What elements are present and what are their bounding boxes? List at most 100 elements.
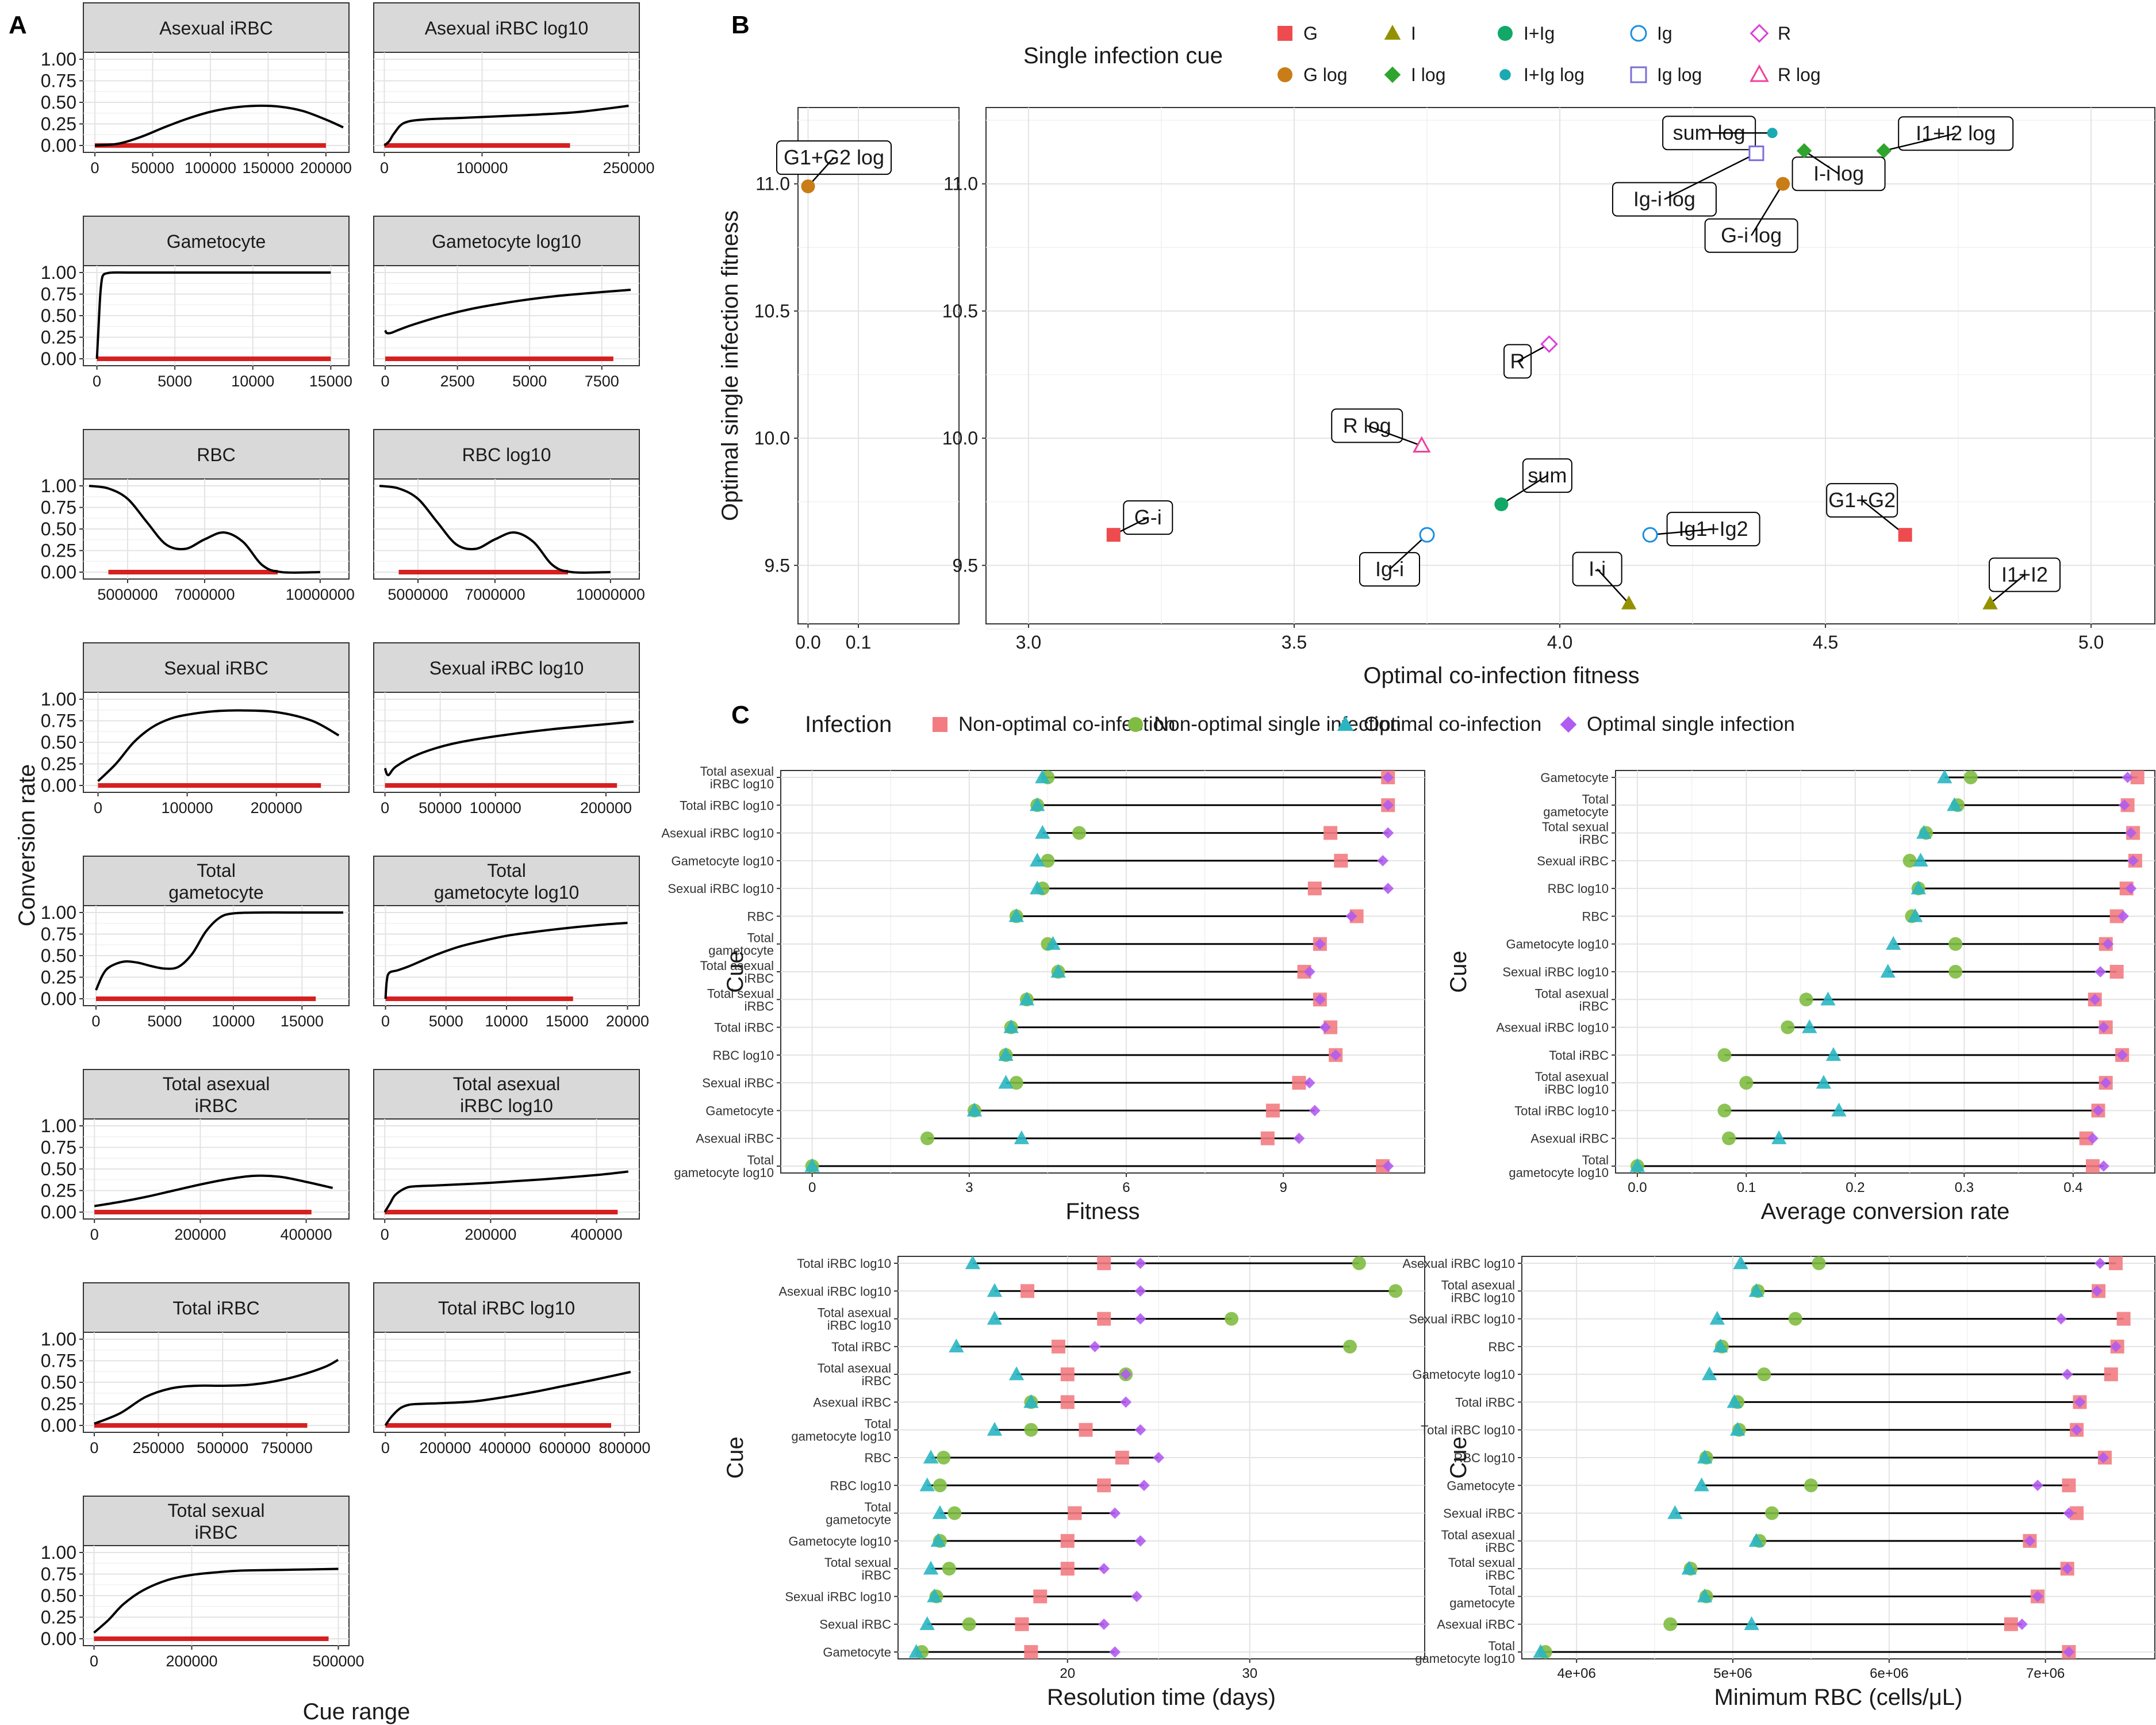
marker-oc bbox=[1709, 1310, 1725, 1325]
marker-os bbox=[2032, 1479, 2044, 1492]
legend-key-IIglog bbox=[1499, 69, 1511, 80]
marker-oc bbox=[932, 1505, 948, 1519]
marker-os bbox=[1293, 1132, 1305, 1144]
marker-noc bbox=[1079, 1423, 1093, 1437]
marker-noc bbox=[1033, 1589, 1048, 1604]
cue-label: Total iRBC bbox=[831, 1340, 891, 1354]
cue-label: Total iRBC bbox=[714, 1021, 774, 1035]
x-tick-label: 7500 bbox=[585, 373, 619, 390]
point-Ig bbox=[1642, 527, 1658, 543]
x-tick-label: 15000 bbox=[281, 1013, 324, 1030]
legend-label: Optimal single infection bbox=[1587, 713, 1795, 735]
marker-os bbox=[1314, 938, 1326, 950]
x-tick-label: 0.4 bbox=[2063, 1180, 2082, 1195]
x-tick-label: 0 bbox=[381, 1439, 390, 1456]
cue-label: Total asexual iRBC bbox=[700, 959, 774, 986]
point-I bbox=[1621, 595, 1637, 610]
marker-os bbox=[2032, 1590, 2044, 1603]
marker-os bbox=[1098, 1563, 1110, 1575]
marker-os bbox=[1382, 827, 1394, 839]
point-label: I-i bbox=[1589, 557, 1606, 581]
marker-noc bbox=[2085, 1159, 2100, 1173]
conversion-curve bbox=[94, 104, 344, 147]
cue-label: Sexual iRBC bbox=[1443, 1506, 1515, 1521]
facet-11: Total asexual iRBC log10 0 200000 400000 bbox=[373, 1069, 640, 1243]
marker-oc bbox=[1913, 853, 1928, 867]
marker-os bbox=[1153, 1452, 1165, 1463]
point-Ig bbox=[1419, 527, 1435, 543]
x-tick-label: 150000 bbox=[242, 159, 294, 177]
cue-label: Total iRBC log10 bbox=[1514, 1103, 1609, 1118]
y-tick-label: 0.75 bbox=[41, 71, 76, 91]
left-plot-area bbox=[797, 107, 960, 624]
facet-3: Gametocyte log10 0 2500 5000 7500 bbox=[373, 216, 640, 390]
x-tick-label: 7000000 bbox=[465, 586, 525, 603]
cue-label: Total gametocyte bbox=[1543, 792, 1609, 819]
conversion-curve bbox=[384, 1371, 631, 1427]
x-axis-label: Fitness bbox=[1066, 1199, 1140, 1224]
y-axis-label: Optimal single infection fitness bbox=[718, 210, 743, 521]
marker-noc bbox=[2104, 1367, 2118, 1382]
facet-title: Sexual iRBC bbox=[164, 658, 268, 678]
marker-os bbox=[2089, 994, 2101, 1006]
x-tick-label: 0 bbox=[808, 1180, 816, 1195]
y-tick-label: 0.50 bbox=[41, 732, 76, 753]
y-tick-label: 0.75 bbox=[41, 1564, 76, 1585]
x-tick-label: 3.5 bbox=[1282, 632, 1307, 653]
cue-label: RBC log10 bbox=[1454, 1451, 1515, 1465]
marker-oc bbox=[1533, 1644, 1548, 1658]
label-leader bbox=[1861, 500, 1906, 536]
point-G bbox=[1106, 528, 1121, 542]
facet-title: Gametocyte log10 bbox=[432, 231, 581, 252]
cue-label: RBC bbox=[865, 1451, 892, 1465]
cue-label: RBC log10 bbox=[1548, 881, 1609, 896]
marker-oc bbox=[1050, 964, 1066, 978]
x-tick-label: 4e+06 bbox=[1557, 1666, 1595, 1681]
marker-oc bbox=[908, 1644, 924, 1658]
marker-oc bbox=[949, 1339, 964, 1353]
marker-oc bbox=[998, 1047, 1014, 1061]
marker-oc bbox=[1697, 1450, 1713, 1464]
x-tick-label: 6e+06 bbox=[1870, 1666, 1908, 1681]
x-tick-label: 500000 bbox=[312, 1653, 364, 1670]
facet-strip bbox=[373, 1282, 640, 1333]
legend-key-os bbox=[1560, 716, 1577, 733]
cue-label: Total iRBC log10 bbox=[1421, 1423, 1515, 1438]
facet-2: Gametocyte 0.000.250.500.751.00 0 5000 10000… bbox=[41, 216, 352, 390]
legend-key-IIg bbox=[1498, 26, 1513, 41]
point-label: G1+G2 bbox=[1828, 488, 1896, 512]
marker-os bbox=[1382, 883, 1394, 895]
conversion-curve bbox=[384, 289, 631, 335]
x-tick-label: 100000 bbox=[185, 159, 236, 177]
facet-title: Total gametocyte log10 bbox=[434, 860, 580, 903]
facet-strip bbox=[373, 856, 640, 906]
panel-label-c: C bbox=[731, 701, 750, 729]
cue-label: Asexual iRBC bbox=[813, 1395, 891, 1409]
marker-os bbox=[2116, 1049, 2128, 1061]
cue-label: RBC bbox=[1489, 1340, 1516, 1354]
legend-key-oc bbox=[1337, 716, 1354, 731]
cue-label: Gametocyte bbox=[823, 1645, 891, 1659]
marker-noc bbox=[1097, 1256, 1111, 1270]
y-tick-label: 0.50 bbox=[41, 945, 76, 966]
x-axis-label: Optimal co-infection fitness bbox=[1363, 663, 1639, 688]
marker-noc bbox=[1021, 1284, 1035, 1298]
marker-oc bbox=[1029, 853, 1045, 867]
dumbbell-subplot-0: 0 3 6 9 Total asexual iRBC log10 Total iRBC lo… bbox=[661, 764, 1425, 1195]
facet-strip bbox=[83, 1069, 350, 1120]
marker-oc bbox=[1816, 1075, 1832, 1089]
x-tick-label: 0 bbox=[381, 1013, 390, 1030]
marker-nos bbox=[1757, 1367, 1771, 1382]
cue-label: Total asexual iRBC log10 bbox=[700, 764, 774, 791]
x-tick-label: 5000 bbox=[512, 373, 547, 390]
label-leader bbox=[1367, 425, 1422, 447]
marker-os bbox=[2097, 1452, 2109, 1463]
marker-oc bbox=[1880, 964, 1896, 978]
x-tick-label: 3 bbox=[965, 1180, 973, 1195]
marker-noc bbox=[1060, 1562, 1075, 1576]
marker-oc bbox=[1911, 880, 1926, 895]
marker-oc bbox=[998, 1075, 1014, 1089]
marker-noc bbox=[1115, 1451, 1129, 1465]
cue-label: Total sexual iRBC bbox=[1448, 1555, 1515, 1582]
y-tick-label: 0.75 bbox=[41, 924, 76, 945]
